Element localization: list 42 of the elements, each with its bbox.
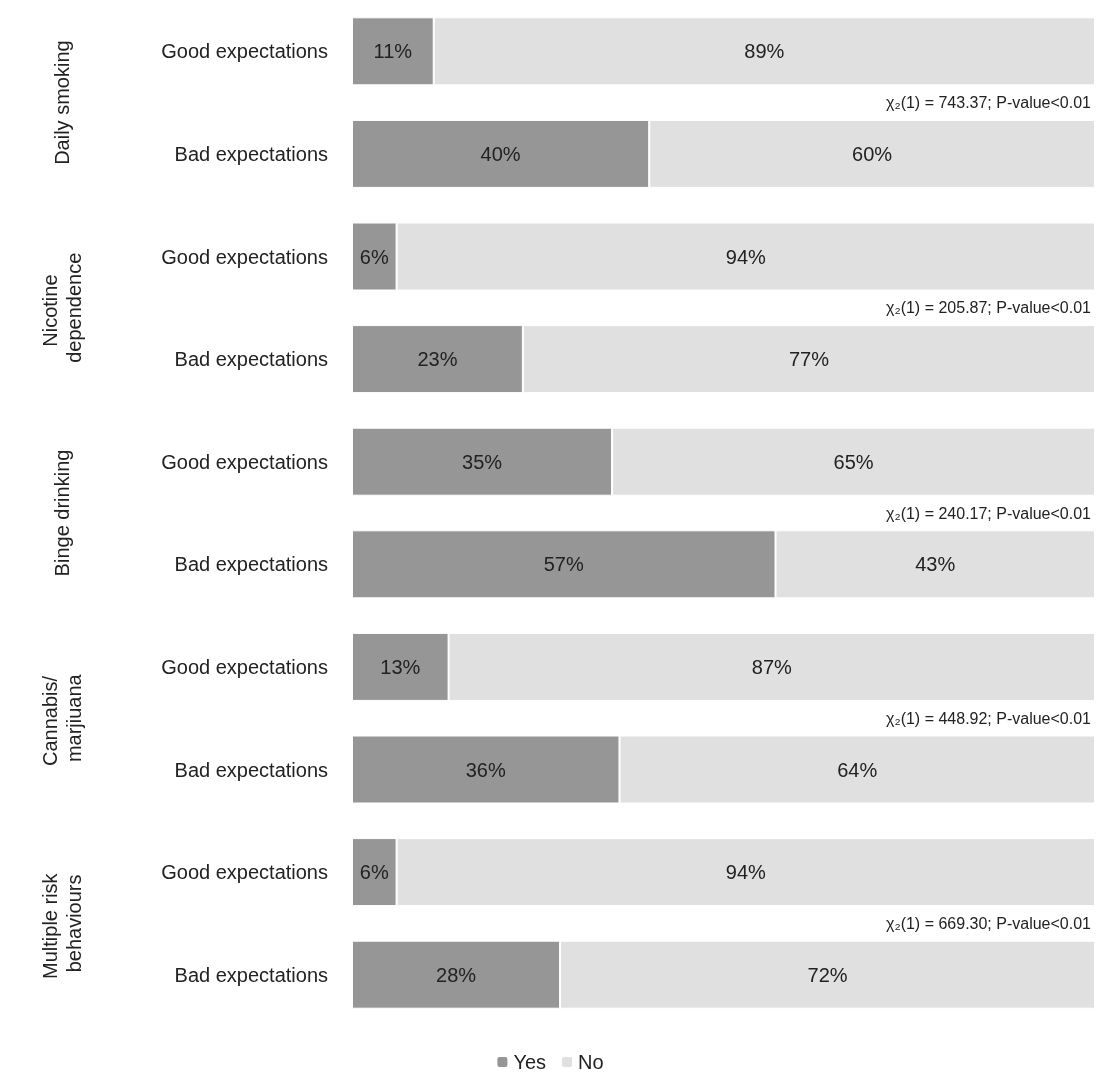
y-tick-label: Good expectations: [161, 450, 328, 473]
text: Daily smoking: [51, 40, 73, 165]
data-label: 43%: [915, 553, 956, 576]
data-label: 36%: [465, 758, 506, 781]
y-tick-label: Good expectations: [161, 861, 328, 884]
data-label: 72%: [807, 963, 848, 986]
y-tick-label: Bad expectations: [174, 963, 328, 986]
data-label: 35%: [462, 450, 503, 473]
text: Multiple risk behaviours: [39, 867, 85, 979]
text: Nicotine dependence: [39, 252, 85, 363]
data-label: 28%: [436, 963, 477, 986]
data-label: 60%: [852, 142, 893, 165]
y-tick-label: Bad expectations: [174, 348, 328, 371]
y-tick-label: Bad expectations: [174, 553, 328, 576]
data-label: 94%: [725, 245, 767, 268]
y-tick-label: Good expectations: [161, 245, 328, 268]
data-label: 87%: [751, 655, 793, 678]
annotation: χ₂(1) = 240.17; P-value<0.01: [886, 504, 1092, 522]
data-label: 6%: [359, 245, 389, 268]
annotation: χ₂(1) = 448.92; P-value<0.01: [886, 709, 1092, 727]
data-label: 64%: [837, 758, 878, 781]
data-label: 94%: [725, 861, 767, 884]
data-label: 65%: [833, 450, 874, 473]
data-label: 89%: [744, 40, 785, 63]
data-label: 13%: [380, 655, 421, 678]
text: Cannabis/ marjiuana: [39, 670, 85, 767]
data-label: 11%: [373, 40, 413, 63]
y-tick-label: Bad expectations: [174, 758, 328, 781]
annotation: χ₂(1) = 743.37; P-value<0.01: [886, 94, 1092, 112]
data-label: 6%: [359, 861, 389, 884]
legend-label: No: [578, 1051, 604, 1073]
y-tick-label: Good expectations: [161, 655, 328, 678]
data-label: 57%: [543, 553, 584, 576]
text: Binge drinking: [51, 449, 73, 577]
annotation: χ₂(1) = 205.87; P-value<0.01: [886, 299, 1092, 317]
legend-label: Yes: [513, 1051, 547, 1073]
y-tick-label: Bad expectations: [174, 142, 328, 165]
data-label: 77%: [788, 348, 830, 371]
annotation: χ₂(1) = 669.30; P-value<0.01: [886, 914, 1092, 932]
y-tick-label: Good expectations: [161, 40, 328, 63]
data-label: 23%: [417, 348, 458, 371]
data-label: 40%: [480, 142, 521, 165]
